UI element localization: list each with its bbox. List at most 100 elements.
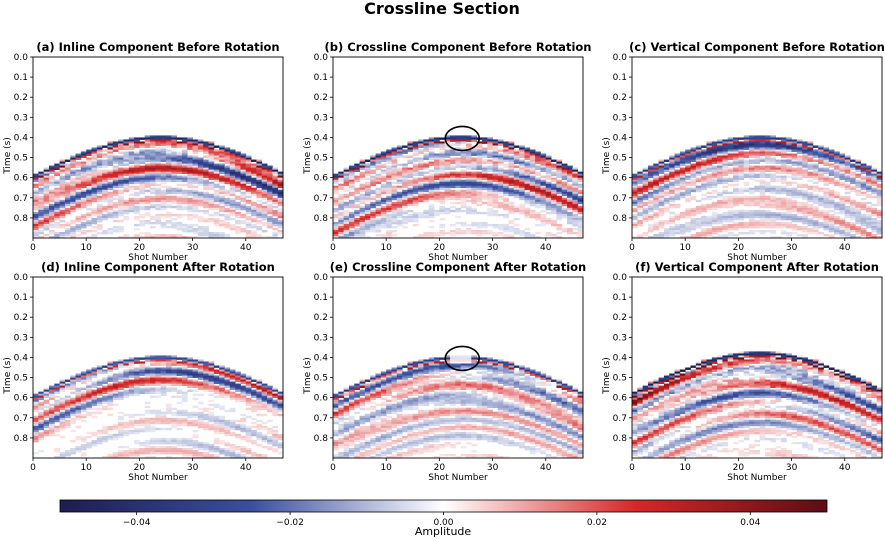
heatmap-cell	[418, 183, 424, 187]
heatmap-cell	[423, 171, 430, 175]
y-axis-label: Time (s)	[602, 137, 612, 175]
heatmap-cell	[653, 199, 659, 203]
heatmap-cell	[733, 221, 739, 225]
heatmap-cell	[561, 171, 568, 175]
heatmap-cell	[59, 159, 66, 162]
heatmap-cell	[828, 181, 835, 185]
heatmap-cell	[497, 143, 504, 146]
heatmap-cell	[812, 187, 819, 191]
heatmap-cell	[96, 197, 103, 201]
heatmap-cell	[663, 219, 670, 223]
heatmap-cell	[343, 179, 350, 183]
heatmap-cell	[754, 225, 761, 229]
heatmap-cell	[354, 219, 360, 223]
heatmap-cell	[439, 151, 446, 154]
heatmap-cell	[540, 197, 547, 201]
heatmap-cell	[364, 191, 371, 195]
heatmap-cell	[775, 149, 782, 152]
heatmap-cell	[434, 141, 440, 144]
heatmap-cell	[107, 227, 114, 231]
heatmap-cell	[112, 225, 119, 229]
heatmap-cell	[407, 159, 414, 162]
heatmap-cell	[476, 141, 483, 144]
heatmap-cell	[343, 181, 350, 185]
heatmap-cell	[476, 171, 483, 175]
heatmap-cell	[455, 201, 462, 205]
heatmap-cell	[807, 229, 814, 233]
heatmap-cell	[567, 187, 573, 191]
heatmap-cell	[706, 223, 713, 227]
heatmap-cell	[224, 221, 231, 225]
heatmap-cell	[203, 169, 209, 173]
heatmap-cell	[396, 167, 403, 171]
heatmap-cell	[128, 143, 135, 146]
heatmap-cell	[759, 149, 766, 152]
heatmap-cell	[733, 151, 739, 154]
heatmap-cell	[70, 189, 76, 193]
heatmap-cell	[407, 179, 414, 183]
heatmap-cell	[261, 191, 268, 195]
heatmap-cell	[695, 167, 702, 171]
heatmap-cell	[192, 223, 199, 227]
heatmap-cell	[695, 205, 702, 209]
heatmap-cell	[524, 183, 531, 187]
heatmap-cell	[743, 167, 750, 171]
heatmap-cell	[733, 187, 739, 191]
heatmap-cell	[722, 197, 729, 201]
heatmap-cell	[465, 189, 472, 193]
heatmap-cell	[208, 147, 215, 150]
heatmap-cell	[187, 199, 193, 203]
heatmap-cell	[428, 137, 435, 140]
heatmap-cell	[695, 149, 702, 152]
heatmap-cell	[535, 181, 541, 185]
heatmap-cell	[48, 171, 55, 175]
heatmap-cell	[187, 217, 193, 221]
heatmap-cell	[75, 223, 82, 227]
heatmap-cell	[796, 201, 803, 205]
heatmap-cell	[123, 153, 130, 156]
heatmap-cell	[722, 191, 729, 195]
heatmap-cell	[653, 175, 659, 179]
heatmap-cell	[524, 173, 531, 177]
heatmap-cell	[197, 191, 204, 195]
heatmap-cell	[561, 229, 568, 233]
heatmap-cell	[48, 211, 55, 215]
heatmap-cell	[738, 201, 745, 205]
heatmap-cell	[775, 153, 782, 156]
heatmap-cell	[118, 177, 124, 181]
heatmap-cell	[75, 177, 82, 181]
heatmap-cell	[711, 225, 718, 229]
heatmap-cell	[54, 225, 60, 229]
heatmap-cell	[423, 141, 430, 144]
heatmap-cell	[663, 167, 670, 171]
heatmap-cell	[43, 219, 50, 223]
heatmap-cell	[240, 185, 247, 189]
heatmap-cell	[450, 143, 456, 146]
heatmap-cell	[743, 201, 750, 205]
heatmap-cell	[647, 167, 654, 171]
heatmap-cell	[711, 141, 718, 144]
heatmap-cell	[632, 179, 638, 183]
heatmap-cell	[354, 227, 360, 231]
heatmap-cell	[370, 221, 376, 225]
heatmap-cell	[197, 159, 204, 162]
heatmap-cell	[733, 199, 739, 203]
heatmap-cell	[144, 211, 151, 215]
heatmap-cell	[711, 181, 718, 185]
heatmap-cell	[749, 215, 755, 219]
heatmap-cell	[780, 203, 787, 207]
heatmap-cell	[834, 229, 840, 233]
heatmap-cell	[828, 205, 835, 209]
heatmap-cell	[786, 217, 792, 221]
heatmap-cell	[632, 197, 638, 201]
heatmap-cell	[487, 153, 493, 156]
heatmap-cell	[33, 215, 39, 219]
heatmap-cell	[529, 161, 536, 164]
heatmap-cell	[476, 159, 483, 162]
heatmap-cell	[508, 171, 515, 175]
heatmap-cell	[545, 189, 552, 193]
heatmap-cell	[91, 197, 98, 201]
heatmap-cell	[187, 159, 193, 162]
heatmap-cell	[224, 167, 231, 171]
heatmap-cell	[359, 163, 366, 166]
